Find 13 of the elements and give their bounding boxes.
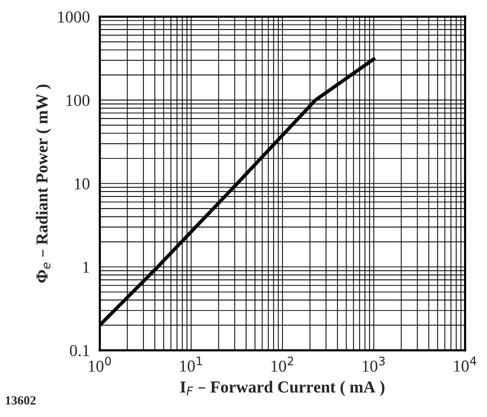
x-tick-label: 10$^{2}$ bbox=[272, 356, 294, 372]
y-tick-label: 1 bbox=[83, 262, 90, 273]
x-tick-label: 10$^{0}$ bbox=[88, 356, 111, 372]
y-axis-title: Φ$_{e}$ – Radiant Power ( mW ) bbox=[36, 84, 52, 283]
y-tick-label: 100 bbox=[66, 94, 90, 106]
x-tick-label: 10$^{4}$ bbox=[454, 356, 476, 372]
y-tick-label: 10 bbox=[74, 178, 90, 190]
x-tick-label: 10$^{3}$ bbox=[362, 356, 385, 372]
y-tick-label: 0.1 bbox=[70, 344, 90, 356]
y-tick-label: 1000 bbox=[58, 11, 90, 23]
text: 13602 bbox=[6, 396, 36, 405]
x-axis-title: I$_{F}$ – Forward Current ( mA ) bbox=[180, 380, 384, 396]
x-tick-label: 10$^{1}$ bbox=[180, 356, 202, 372]
